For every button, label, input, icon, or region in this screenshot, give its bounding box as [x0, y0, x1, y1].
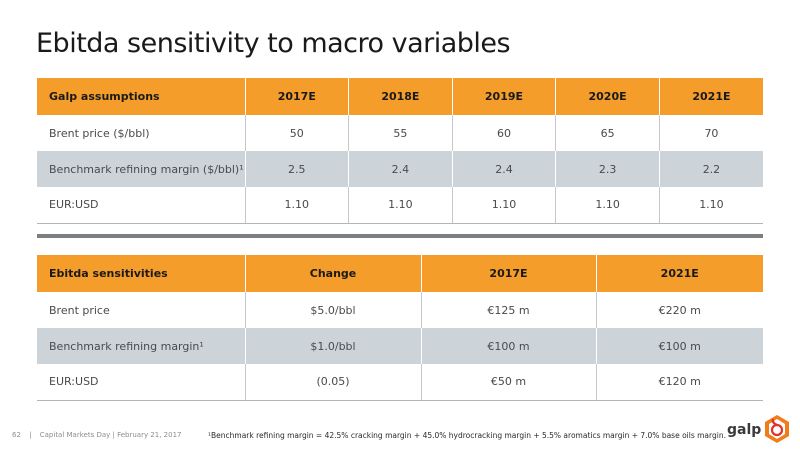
sensitivities-header-label: Ebitda sensitivities: [37, 255, 245, 292]
event-label: Capital Markets Day | February 21, 2017: [39, 431, 182, 439]
assumptions-header-label: Galp assumptions: [37, 78, 245, 115]
table-row: Brent price $5.0/bbl €125 m €220 m: [37, 292, 763, 328]
footnote: ¹Benchmark refining margin = 42.5% crack…: [208, 431, 726, 440]
row-label: EUR:USD: [37, 364, 245, 401]
sensitivities-header-row: Ebitda sensitivities Change 2017E 2021E: [37, 255, 763, 292]
table-row: Benchmark refining margin¹ $1.0/bbl €100…: [37, 328, 763, 364]
assumptions-header-year: 2017E: [244, 78, 349, 115]
footer-separator: |: [29, 431, 32, 439]
page-number: 62: [12, 431, 21, 439]
cell-value: 2.2: [658, 151, 763, 187]
cell-value: 2.4: [451, 151, 556, 187]
assumptions-header-year: 2019E: [451, 78, 556, 115]
cell-value: $1.0/bbl: [244, 328, 421, 364]
galp-logo: galp: [727, 412, 793, 446]
row-label: Benchmark refining margin ($/bbl)¹: [37, 151, 245, 187]
table-row: EUR:USD (0.05) €50 m €120 m: [37, 364, 763, 401]
assumptions-header-year: 2020E: [555, 78, 660, 115]
sensitivities-header-year: 2021E: [595, 255, 763, 292]
sensitivities-table: Ebitda sensitivities Change 2017E 2021E …: [37, 255, 763, 401]
row-label: Brent price ($/bbl): [37, 115, 245, 151]
sensitivities-header-year: 2017E: [420, 255, 596, 292]
cell-value: 1.10: [348, 187, 453, 224]
cell-value: 1.10: [451, 187, 556, 224]
table-row: EUR:USD 1.10 1.10 1.10 1.10 1.10: [37, 187, 763, 224]
cell-value: 50: [244, 115, 349, 151]
cell-value: 65: [555, 115, 660, 151]
page-title: Ebitda sensitivity to macro variables: [36, 28, 511, 59]
row-label: Benchmark refining margin¹: [37, 328, 245, 364]
footer-info: 62 | Capital Markets Day | February 21, …: [12, 431, 182, 439]
cell-value: 55: [348, 115, 453, 151]
cell-value: 60: [451, 115, 556, 151]
sensitivities-header-change: Change: [244, 255, 421, 292]
cell-value: €100 m: [595, 328, 763, 364]
cell-value: 2.4: [348, 151, 453, 187]
assumptions-table: Galp assumptions 2017E 2018E 2019E 2020E…: [37, 78, 763, 224]
assumptions-header-row: Galp assumptions 2017E 2018E 2019E 2020E…: [37, 78, 763, 115]
table-row: Benchmark refining margin ($/bbl)¹ 2.5 2…: [37, 151, 763, 187]
section-divider: [37, 234, 763, 238]
assumptions-header-year: 2018E: [348, 78, 453, 115]
cell-value: €100 m: [420, 328, 596, 364]
row-label: Brent price: [37, 292, 245, 328]
cell-value: $5.0/bbl: [244, 292, 421, 328]
cell-value: 2.3: [555, 151, 660, 187]
cell-value: (0.05): [244, 364, 421, 401]
cell-value: 1.10: [555, 187, 660, 224]
cell-value: €125 m: [420, 292, 596, 328]
galp-emblem-icon: [765, 415, 789, 443]
table-row: Brent price ($/bbl) 50 55 60 65 70: [37, 115, 763, 151]
cell-value: 70: [658, 115, 763, 151]
cell-value: 2.5: [244, 151, 349, 187]
cell-value: €220 m: [595, 292, 763, 328]
cell-value: 1.10: [244, 187, 349, 224]
row-label: EUR:USD: [37, 187, 245, 224]
cell-value: 1.10: [658, 187, 763, 224]
assumptions-header-year: 2021E: [658, 78, 763, 115]
cell-value: €120 m: [595, 364, 763, 401]
cell-value: €50 m: [420, 364, 596, 401]
logo-text: galp: [727, 422, 762, 438]
